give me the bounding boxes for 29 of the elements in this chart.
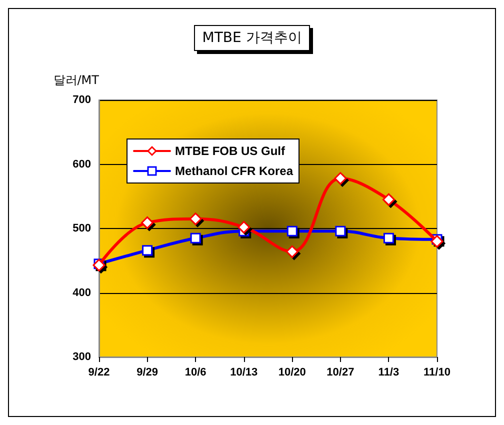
point bbox=[190, 232, 201, 244]
y-tick-label: 600 bbox=[72, 158, 91, 170]
point bbox=[383, 232, 394, 244]
x-tick-label: 9/29 bbox=[136, 366, 158, 378]
y-tick-label: 300 bbox=[72, 351, 91, 363]
point bbox=[286, 226, 298, 236]
x-tick-label: 10/27 bbox=[326, 366, 354, 378]
chart-title: MTBE 가격추이 bbox=[202, 30, 302, 46]
point bbox=[382, 193, 395, 206]
legend-label: Methanol CFR Korea bbox=[175, 164, 294, 178]
point bbox=[142, 245, 153, 256]
point bbox=[238, 220, 250, 234]
x-tick-label: 10/20 bbox=[278, 366, 306, 378]
x-tick-label: 11/3 bbox=[378, 366, 400, 378]
y-axis-title: 달러/MT bbox=[53, 73, 100, 87]
point bbox=[189, 212, 202, 226]
point bbox=[430, 235, 444, 248]
y-tick-label: 500 bbox=[72, 222, 91, 234]
x-tick-label: 10/6 bbox=[184, 366, 206, 378]
point bbox=[286, 245, 298, 258]
x-tick-label: 9/22 bbox=[88, 366, 110, 378]
point bbox=[334, 172, 347, 185]
point bbox=[335, 226, 346, 236]
point bbox=[141, 216, 154, 229]
y-tick-label: 700 bbox=[72, 94, 91, 106]
y-tick-label: 400 bbox=[72, 286, 91, 299]
x-tick-label: 10/13 bbox=[230, 366, 258, 378]
x-tick-label: 11/10 bbox=[424, 366, 450, 378]
legend-label: MTBE FOB US Gulf bbox=[175, 144, 286, 158]
